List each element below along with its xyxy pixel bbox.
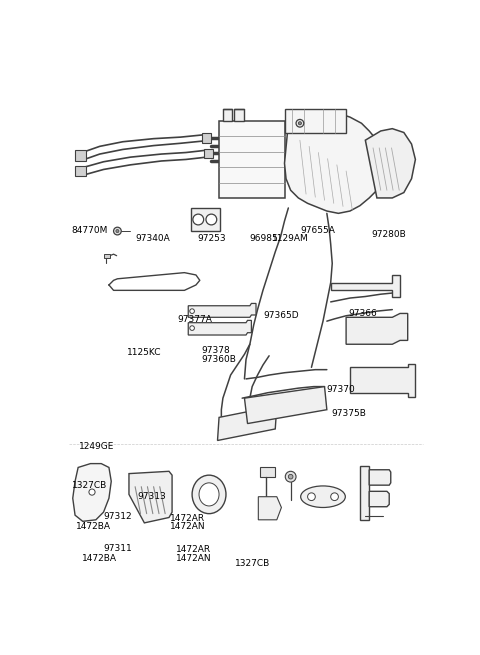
Polygon shape [365, 128, 415, 198]
Bar [75, 150, 86, 161]
Text: 97360B: 97360B [201, 355, 236, 364]
Text: 97311: 97311 [104, 544, 132, 553]
Polygon shape [331, 275, 400, 297]
Text: 1472AN: 1472AN [170, 523, 206, 531]
Circle shape [116, 229, 119, 233]
Polygon shape [360, 466, 369, 520]
Text: 97280B: 97280B [372, 230, 407, 239]
Text: 84770M: 84770M [72, 226, 108, 235]
Ellipse shape [192, 475, 226, 514]
Text: 97340A: 97340A [135, 234, 170, 243]
Polygon shape [191, 208, 220, 231]
Text: 97312: 97312 [104, 512, 132, 521]
Polygon shape [129, 472, 172, 523]
Circle shape [331, 493, 338, 500]
Text: 1472AN: 1472AN [176, 553, 211, 563]
Text: 97378: 97378 [201, 346, 229, 355]
Text: 97253: 97253 [197, 234, 226, 243]
Text: 1125KC: 1125KC [127, 348, 161, 358]
Text: 1249GE: 1249GE [79, 441, 114, 451]
Bar [202, 133, 211, 143]
Circle shape [77, 153, 84, 159]
Polygon shape [260, 468, 275, 477]
Ellipse shape [300, 486, 345, 508]
Text: 1472AR: 1472AR [170, 514, 205, 523]
Polygon shape [188, 320, 252, 335]
Bar [104, 254, 110, 258]
Ellipse shape [199, 483, 219, 506]
Polygon shape [346, 314, 408, 345]
Text: 97366: 97366 [349, 309, 377, 318]
Circle shape [114, 227, 121, 235]
Circle shape [77, 168, 84, 174]
Polygon shape [188, 303, 256, 317]
Text: 1327CB: 1327CB [235, 559, 270, 568]
Bar [204, 149, 213, 158]
Polygon shape [350, 364, 415, 397]
Polygon shape [369, 491, 389, 507]
Polygon shape [217, 406, 277, 441]
Circle shape [308, 493, 315, 500]
Text: 97313: 97313 [137, 492, 166, 501]
Polygon shape [219, 121, 285, 198]
Circle shape [299, 122, 301, 125]
Text: 97365D: 97365D [264, 310, 300, 320]
Circle shape [190, 326, 194, 330]
Polygon shape [285, 111, 381, 214]
Bar [75, 166, 86, 176]
Polygon shape [223, 109, 232, 121]
Circle shape [296, 119, 304, 127]
Text: 97375B: 97375B [331, 409, 366, 418]
Text: 1472BA: 1472BA [76, 523, 111, 531]
Text: 1129AM: 1129AM [272, 234, 309, 243]
Text: 96985: 96985 [249, 234, 278, 243]
Circle shape [190, 309, 194, 314]
Text: 1472BA: 1472BA [82, 553, 117, 563]
Circle shape [288, 474, 293, 479]
Polygon shape [285, 109, 346, 132]
Polygon shape [369, 470, 391, 485]
Polygon shape [258, 496, 281, 520]
Circle shape [206, 214, 217, 225]
Text: 97377A: 97377A [178, 314, 213, 324]
Circle shape [89, 489, 95, 495]
Text: 97370: 97370 [326, 385, 355, 394]
Text: 1472AR: 1472AR [176, 545, 211, 554]
Text: 97655A: 97655A [300, 226, 336, 235]
Polygon shape [234, 109, 244, 121]
Polygon shape [244, 386, 327, 424]
Circle shape [285, 472, 296, 482]
Polygon shape [73, 464, 111, 521]
Text: 1327CB: 1327CB [72, 481, 108, 490]
Circle shape [193, 214, 204, 225]
